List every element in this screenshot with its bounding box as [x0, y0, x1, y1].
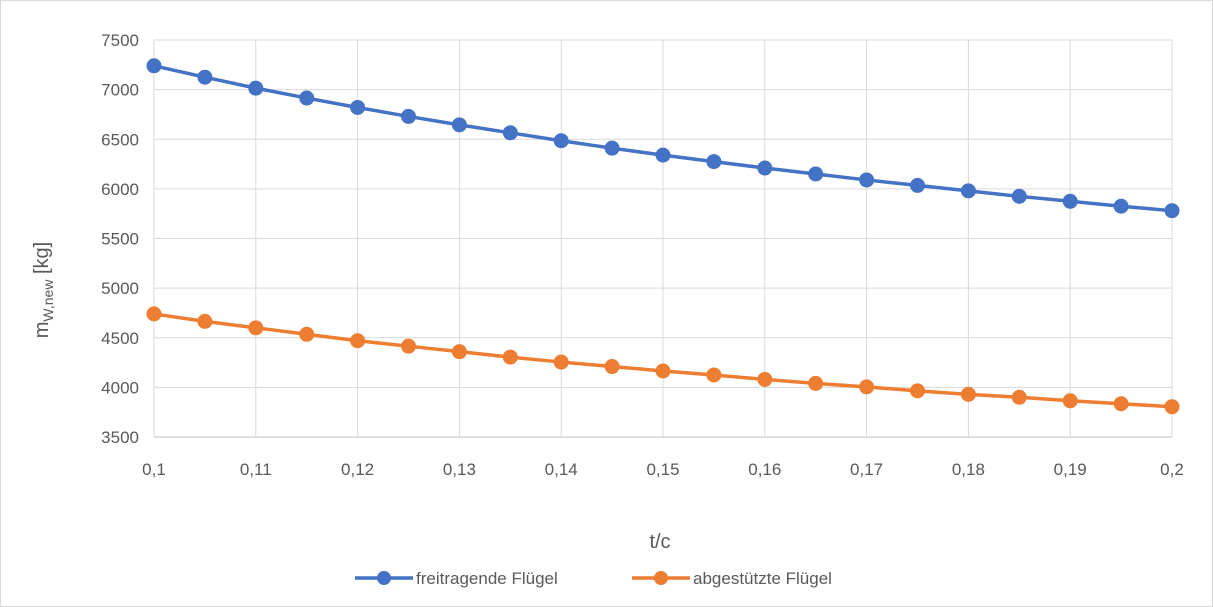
- series-abgestuetzte: [146, 306, 1180, 415]
- data-point: [248, 80, 264, 96]
- x-axis-title: t/c: [649, 531, 670, 553]
- data-point: [910, 383, 925, 399]
- y-axis-title-main: m: [31, 322, 53, 339]
- data-point: [146, 58, 162, 74]
- legend-label-abgestuetzte: abgestützte Flügel: [693, 569, 832, 588]
- x-tick-label: 0,11: [240, 460, 272, 479]
- y-tick-label: 3500: [101, 428, 139, 447]
- series-layer: [146, 58, 1180, 415]
- data-point: [451, 117, 467, 133]
- data-point: [401, 338, 416, 354]
- grid-lines: [153, 39, 1173, 438]
- data-point: [1164, 399, 1180, 415]
- x-tick-label: 0,1: [142, 460, 166, 479]
- legend-marker-freitragende: [377, 571, 391, 585]
- data-point: [197, 313, 213, 329]
- data-point: [502, 349, 518, 365]
- series-freitragende: [146, 58, 1180, 219]
- y-tick-label: 7000: [101, 81, 139, 100]
- data-point: [1011, 188, 1027, 204]
- y-axis-tick-labels: 3500 4000 4500 5000 5500 6000 6500 7000 7500: [101, 31, 139, 447]
- x-tick-label: 0,18: [952, 460, 985, 479]
- data-point: [350, 333, 366, 349]
- data-point: [757, 371, 773, 387]
- data-point: [1011, 389, 1027, 405]
- legend-item-freitragende: freitragende Flügel: [355, 569, 558, 588]
- y-tick-label: 7500: [101, 31, 139, 50]
- data-point: [604, 140, 620, 156]
- y-axis-title-unit: [kg]: [31, 242, 53, 280]
- y-tick-label: 4000: [101, 378, 139, 397]
- y-axis-title: mW,new [kg]: [31, 242, 56, 338]
- data-point: [401, 108, 416, 124]
- data-point: [859, 172, 875, 188]
- data-point: [1113, 198, 1129, 214]
- legend-marker-abgestuetzte: [654, 571, 668, 585]
- data-point: [451, 344, 467, 360]
- x-tick-label: 0,19: [1054, 460, 1087, 479]
- data-point: [553, 354, 569, 370]
- data-point: [859, 379, 875, 395]
- x-tick-label: 0,13: [443, 460, 476, 479]
- x-tick-label: 0,16: [748, 460, 781, 479]
- data-point: [655, 147, 671, 163]
- data-point: [706, 367, 722, 383]
- x-tick-label: 0,12: [341, 460, 374, 479]
- y-tick-label: 5500: [101, 230, 139, 249]
- x-tick-label: 0,2: [1160, 460, 1184, 479]
- data-point: [604, 359, 620, 375]
- data-point: [299, 326, 315, 342]
- data-point: [706, 154, 722, 170]
- x-axis-tick-labels: 0,1 0,11 0,12 0,13 0,14 0,15 0,16 0,17 0,18 0,19 0…: [142, 460, 1184, 479]
- data-point: [1062, 393, 1078, 409]
- data-point: [960, 183, 976, 199]
- data-point: [502, 125, 518, 141]
- data-point: [350, 99, 366, 115]
- y-tick-label: 5000: [101, 279, 139, 298]
- y-tick-label: 6500: [101, 130, 139, 149]
- data-point: [960, 386, 976, 402]
- data-point: [299, 90, 315, 106]
- data-point: [1062, 193, 1078, 209]
- legend: freitragende Flügel abgestützte Flügel: [355, 569, 832, 588]
- data-point: [1113, 396, 1129, 412]
- data-point: [197, 69, 213, 85]
- x-tick-label: 0,17: [850, 460, 883, 479]
- data-point: [808, 166, 824, 182]
- legend-label-freitragende: freitragende Flügel: [416, 569, 558, 588]
- y-tick-label: 6000: [101, 180, 139, 199]
- data-point: [757, 160, 773, 176]
- y-axis-title-subscript: W,new: [40, 279, 56, 322]
- data-point: [655, 363, 671, 379]
- x-tick-label: 0,14: [545, 460, 578, 479]
- legend-item-abgestuetzte: abgestützte Flügel: [632, 569, 832, 588]
- data-point: [553, 133, 569, 149]
- data-point: [146, 306, 162, 322]
- x-tick-label: 0,15: [646, 460, 679, 479]
- data-point: [1164, 203, 1180, 219]
- data-point: [808, 375, 824, 391]
- y-tick-label: 4500: [101, 329, 139, 348]
- data-point: [910, 177, 925, 193]
- data-point: [248, 320, 264, 336]
